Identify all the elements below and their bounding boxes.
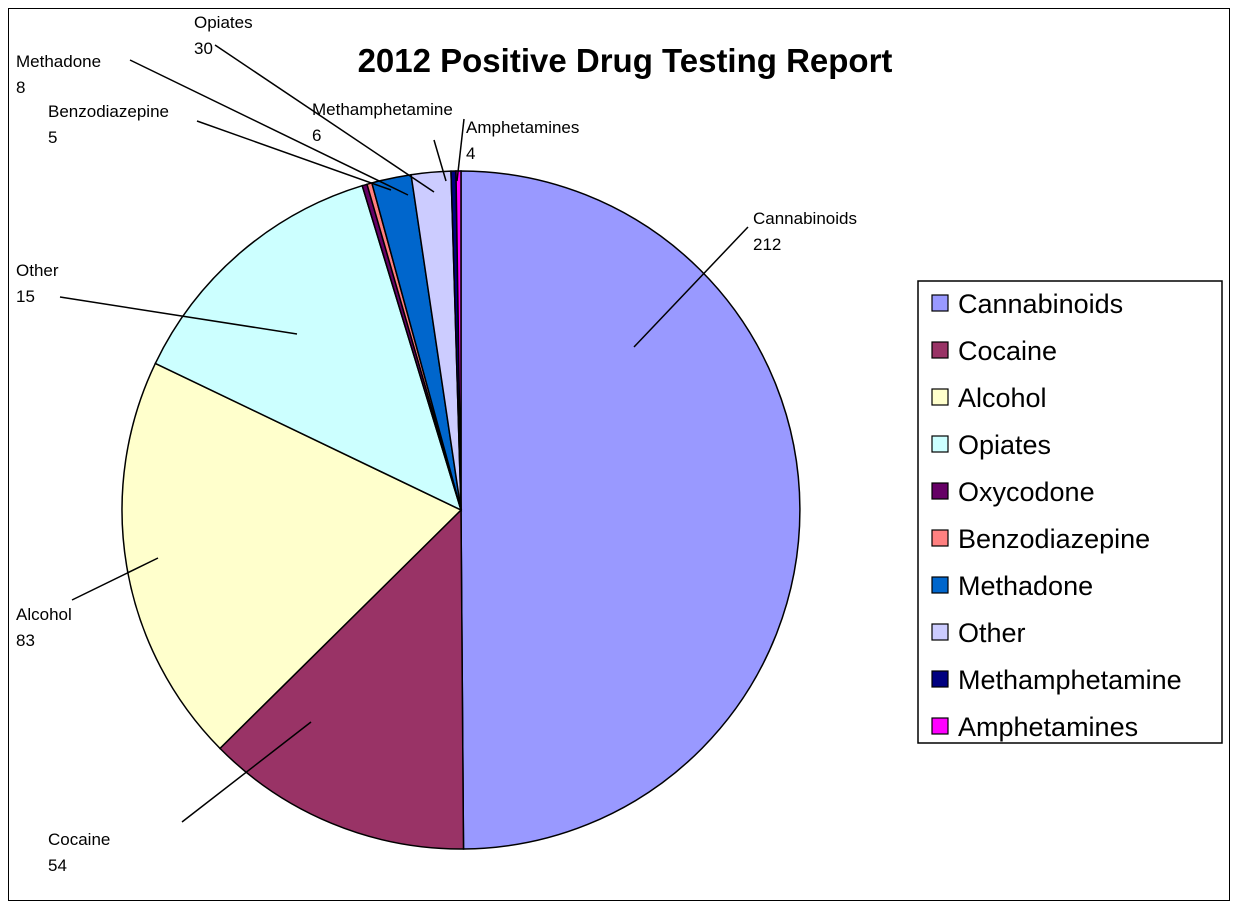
pie-slices <box>121 170 801 850</box>
legend-entry-oxycodone: Oxycodone <box>958 477 1095 507</box>
legend-entry-amphetamines: Amphetamines <box>958 712 1138 742</box>
legend-entry-opiates: Opiates <box>958 430 1051 460</box>
data-label-value-methamphetamine: 6 <box>312 126 321 145</box>
legend-entry-methamphetamine: Methamphetamine <box>958 665 1182 695</box>
data-label-name-cocaine: Cocaine <box>48 830 110 849</box>
slice-opiates <box>154 184 463 512</box>
legend: Cannabinoids Cocaine Alcohol Opiates Oxycodo… <box>917 280 1223 744</box>
data-label-name-alcohol: Alcohol <box>16 605 72 624</box>
legend-swatch-methadone <box>931 576 949 594</box>
legend-entry-cannabinoids: Cannabinoids <box>958 289 1123 319</box>
data-label-value-amphetamines: 4 <box>466 144 475 163</box>
leader-line-methadone <box>129 59 409 196</box>
data-label-name-benzodiazepine: Benzodiazepine <box>48 102 169 121</box>
data-labels: Cannabinoids212Cocaine54Alcohol83Other15… <box>16 13 857 875</box>
legend-entry-benzodiazepine: Benzodiazepine <box>958 524 1150 554</box>
leader-lines <box>59 44 749 823</box>
legend-swatch-oxycodone <box>931 482 949 500</box>
legend-entry-alcohol: Alcohol <box>958 383 1047 413</box>
data-label-name-opiates: Opiates <box>194 13 253 32</box>
legend-swatch-opiates <box>931 435 949 453</box>
leader-line-opiates <box>214 44 435 193</box>
data-label-value-benzodiazepine: 5 <box>48 128 57 147</box>
legend-swatch-methamphetamine <box>931 670 949 688</box>
slice-cannabinoids <box>460 170 801 850</box>
data-label-value-cannabinoids: 212 <box>753 235 781 254</box>
legend-swatch-amphetamines <box>931 717 949 735</box>
data-label-value-methadone: 8 <box>16 78 25 97</box>
data-label-value-cocaine: 54 <box>48 856 67 875</box>
legend-entry-other: Other <box>958 618 1026 648</box>
data-label-value-alcohol: 83 <box>16 631 35 650</box>
legend-swatch-other <box>931 623 949 641</box>
slice-alcohol <box>121 362 463 750</box>
legend-entry-methadone: Methadone <box>958 571 1093 601</box>
leader-line-amphetamines <box>456 118 465 182</box>
leader-line-alcohol <box>71 557 159 601</box>
data-label-value-other: 15 <box>16 287 35 306</box>
leader-line-benzodiazepine <box>196 120 392 191</box>
chart-title: 2012 Positive Drug Testing Report <box>358 42 893 79</box>
data-label-value-opiates: 30 <box>194 39 213 58</box>
data-label-name-amphetamines: Amphetamines <box>466 118 579 137</box>
leader-line-cocaine <box>181 721 312 823</box>
leader-line-cannabinoids <box>633 226 749 348</box>
legend-swatch-benzodiazepine <box>931 529 949 547</box>
leader-line-methamphetamine <box>433 139 447 182</box>
data-label-name-other: Other <box>16 261 59 280</box>
legend-entry-cocaine: Cocaine <box>958 336 1057 366</box>
data-label-name-methamphetamine: Methamphetamine <box>312 100 453 119</box>
legend-swatch-cannabinoids <box>931 294 949 312</box>
leader-line-other <box>59 296 298 335</box>
slice-cocaine <box>218 508 465 850</box>
legend-swatch-cocaine <box>931 341 949 359</box>
legend-box <box>917 280 1223 744</box>
data-label-name-cannabinoids: Cannabinoids <box>753 209 857 228</box>
legend-swatch-alcohol <box>931 388 949 406</box>
data-label-name-methadone: Methadone <box>16 52 101 71</box>
